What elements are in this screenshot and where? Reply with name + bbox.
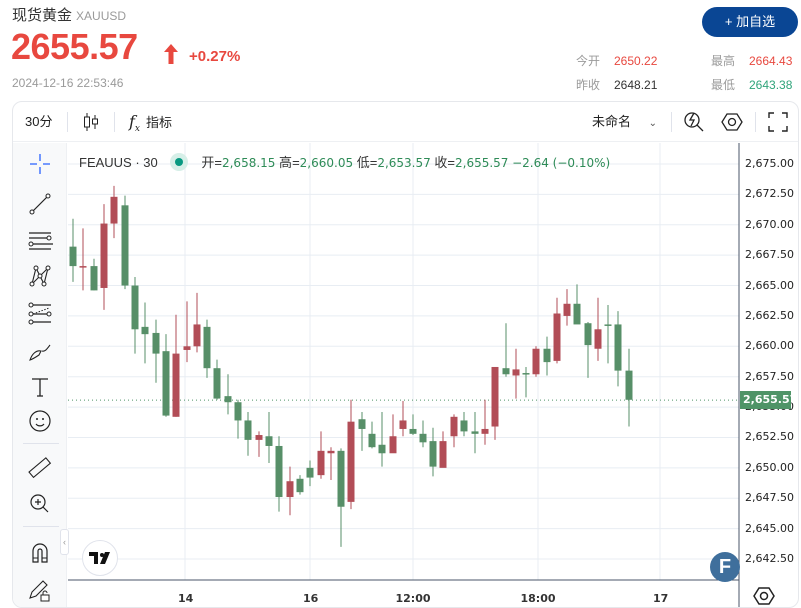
up-arrow-icon — [164, 44, 178, 64]
price-tick-label: 2,642.50 — [745, 552, 794, 565]
fib-retracement-tool[interactable] — [25, 299, 55, 329]
instrument-symbol: XAUUSD — [76, 9, 127, 23]
legend-symbol: FEAUUS · 30 — [79, 155, 158, 170]
horizontal-lines-tool[interactable] — [25, 226, 55, 256]
fib-retracement-icon — [28, 302, 52, 325]
broker-logo-icon[interactable]: F — [710, 552, 740, 582]
horizontal-lines-icon — [28, 232, 53, 250]
sidebar-divider — [23, 526, 59, 527]
toolbar-divider — [755, 112, 756, 132]
time-tick-label: 17 — [653, 592, 669, 605]
legend-close: 2,655.57 — [455, 156, 509, 170]
price-tick-label: 2,662.50 — [745, 308, 794, 322]
indicators-button[interactable]: fx 指标 — [129, 102, 172, 142]
toolbar-divider — [114, 112, 115, 132]
interval-selector[interactable]: 30分 — [25, 114, 53, 129]
instrument-name: 现货黄金 — [12, 7, 73, 24]
change-percent: +0.27% — [189, 48, 241, 65]
price-tick-label: 2,647.50 — [745, 491, 794, 505]
price-tick-label: 2,645.00 — [745, 521, 794, 535]
lock-drawings-tool[interactable] — [25, 576, 55, 606]
crosshair-icon — [30, 154, 50, 174]
candles-icon — [84, 113, 98, 131]
chart-legend: FEAUUS · 30 开=2,658.15 高=2,660.05 低=2,65… — [79, 152, 610, 173]
drawing-toolbar — [13, 143, 67, 607]
stat-high: 最高 2664.43 — [711, 54, 793, 68]
zoom-in-icon — [30, 494, 49, 513]
last-price-label: 2,655.57 — [740, 391, 797, 410]
price-tick-label: 2,672.50 — [745, 187, 794, 201]
last-price: 2655.57 — [11, 26, 138, 67]
chart-type-button[interactable] — [83, 102, 101, 142]
price-tick-label: 2,675.00 — [745, 157, 794, 170]
price-tick-label: 2,652.50 — [745, 430, 794, 444]
pattern-tool[interactable] — [25, 261, 55, 291]
indicators-label: 指标 — [146, 115, 173, 130]
price-tick-label: 2,660.00 — [745, 339, 794, 353]
price-tick-label: 2,670.00 — [745, 217, 794, 231]
quote-header: 现货黄金 XAUUSD 2655.57 +0.27% 2024-12-16 22:… — [0, 0, 801, 100]
zoom-in-tool[interactable] — [25, 489, 55, 519]
pencil-lock-icon — [29, 580, 50, 602]
candlestick-chart[interactable] — [13, 102, 799, 608]
smiley-icon — [29, 410, 51, 432]
emoji-tool[interactable] — [25, 406, 55, 436]
trend-line-tool[interactable] — [25, 189, 55, 219]
chart-widget: 30分 fx 指标 未命名 ⌄ — [12, 101, 799, 608]
tradingview-icon — [89, 552, 110, 564]
legend-change: −2.64 (−0.10%) — [512, 156, 611, 170]
legend-open: 2,658.15 — [221, 156, 276, 170]
stat-low: 最低 2643.38 — [711, 78, 793, 92]
pattern-icon — [29, 265, 51, 287]
layout-name-selector[interactable]: 未命名 ⌄ — [592, 102, 657, 142]
price-tick-label: 2,665.00 — [745, 278, 794, 292]
add-watchlist-button[interactable]: + 加自选 — [702, 7, 798, 37]
chevron-down-icon: ⌄ — [648, 118, 658, 129]
toolbar-divider — [67, 112, 68, 132]
settings-hexagon-icon — [721, 113, 743, 131]
legend-high: 2,660.05 — [299, 156, 354, 170]
magnet-tool[interactable] — [25, 538, 55, 568]
ruler-tool[interactable] — [25, 453, 55, 483]
settings-hexagon-icon — [753, 587, 775, 605]
collapse-sidebar-button[interactable]: ‹ — [60, 529, 69, 555]
stat-prev-close: 昨收 2648.21 — [576, 78, 658, 92]
ruler-icon — [28, 457, 52, 479]
function-icon: fx — [129, 112, 140, 135]
brush-tool[interactable] — [25, 336, 55, 366]
chart-toolbar: 30分 fx 指标 未命名 ⌄ — [13, 102, 798, 142]
price-tick-label: 2,650.00 — [745, 460, 794, 474]
market-status-icon — [169, 152, 188, 171]
fullscreen-button[interactable] — [768, 102, 790, 142]
crosshair-tool[interactable] — [25, 149, 55, 179]
time-tick-label: 14 — [178, 592, 194, 605]
quick-search-button[interactable] — [683, 102, 707, 142]
trend-line-icon — [29, 193, 51, 215]
sidebar-divider — [23, 443, 59, 444]
toolbar-divider — [671, 112, 672, 132]
axis-settings-button[interactable] — [753, 586, 775, 606]
lightning-search-icon — [684, 112, 704, 132]
instrument-title: 现货黄金 XAUUSD — [12, 4, 126, 25]
tradingview-logo[interactable] — [82, 540, 118, 576]
text-icon — [32, 378, 48, 397]
text-tool[interactable] — [25, 372, 55, 402]
time-tick-label: 12:00 — [395, 592, 431, 605]
fullscreen-icon — [768, 112, 788, 132]
price-tick-label: 2,657.50 — [745, 369, 794, 383]
brush-icon — [29, 344, 51, 361]
settings-button[interactable] — [721, 102, 745, 142]
price-tick-label: 2,667.50 — [745, 248, 794, 262]
stat-open: 今开 2650.22 — [576, 54, 658, 68]
timestamp: 2024-12-16 22:53:46 — [12, 76, 124, 90]
time-tick-label: 16 — [303, 592, 319, 605]
time-tick-label: 18:00 — [520, 592, 556, 605]
magnet-icon — [32, 543, 48, 563]
layout-name: 未命名 — [592, 114, 632, 129]
legend-low: 2,653.57 — [377, 156, 431, 170]
